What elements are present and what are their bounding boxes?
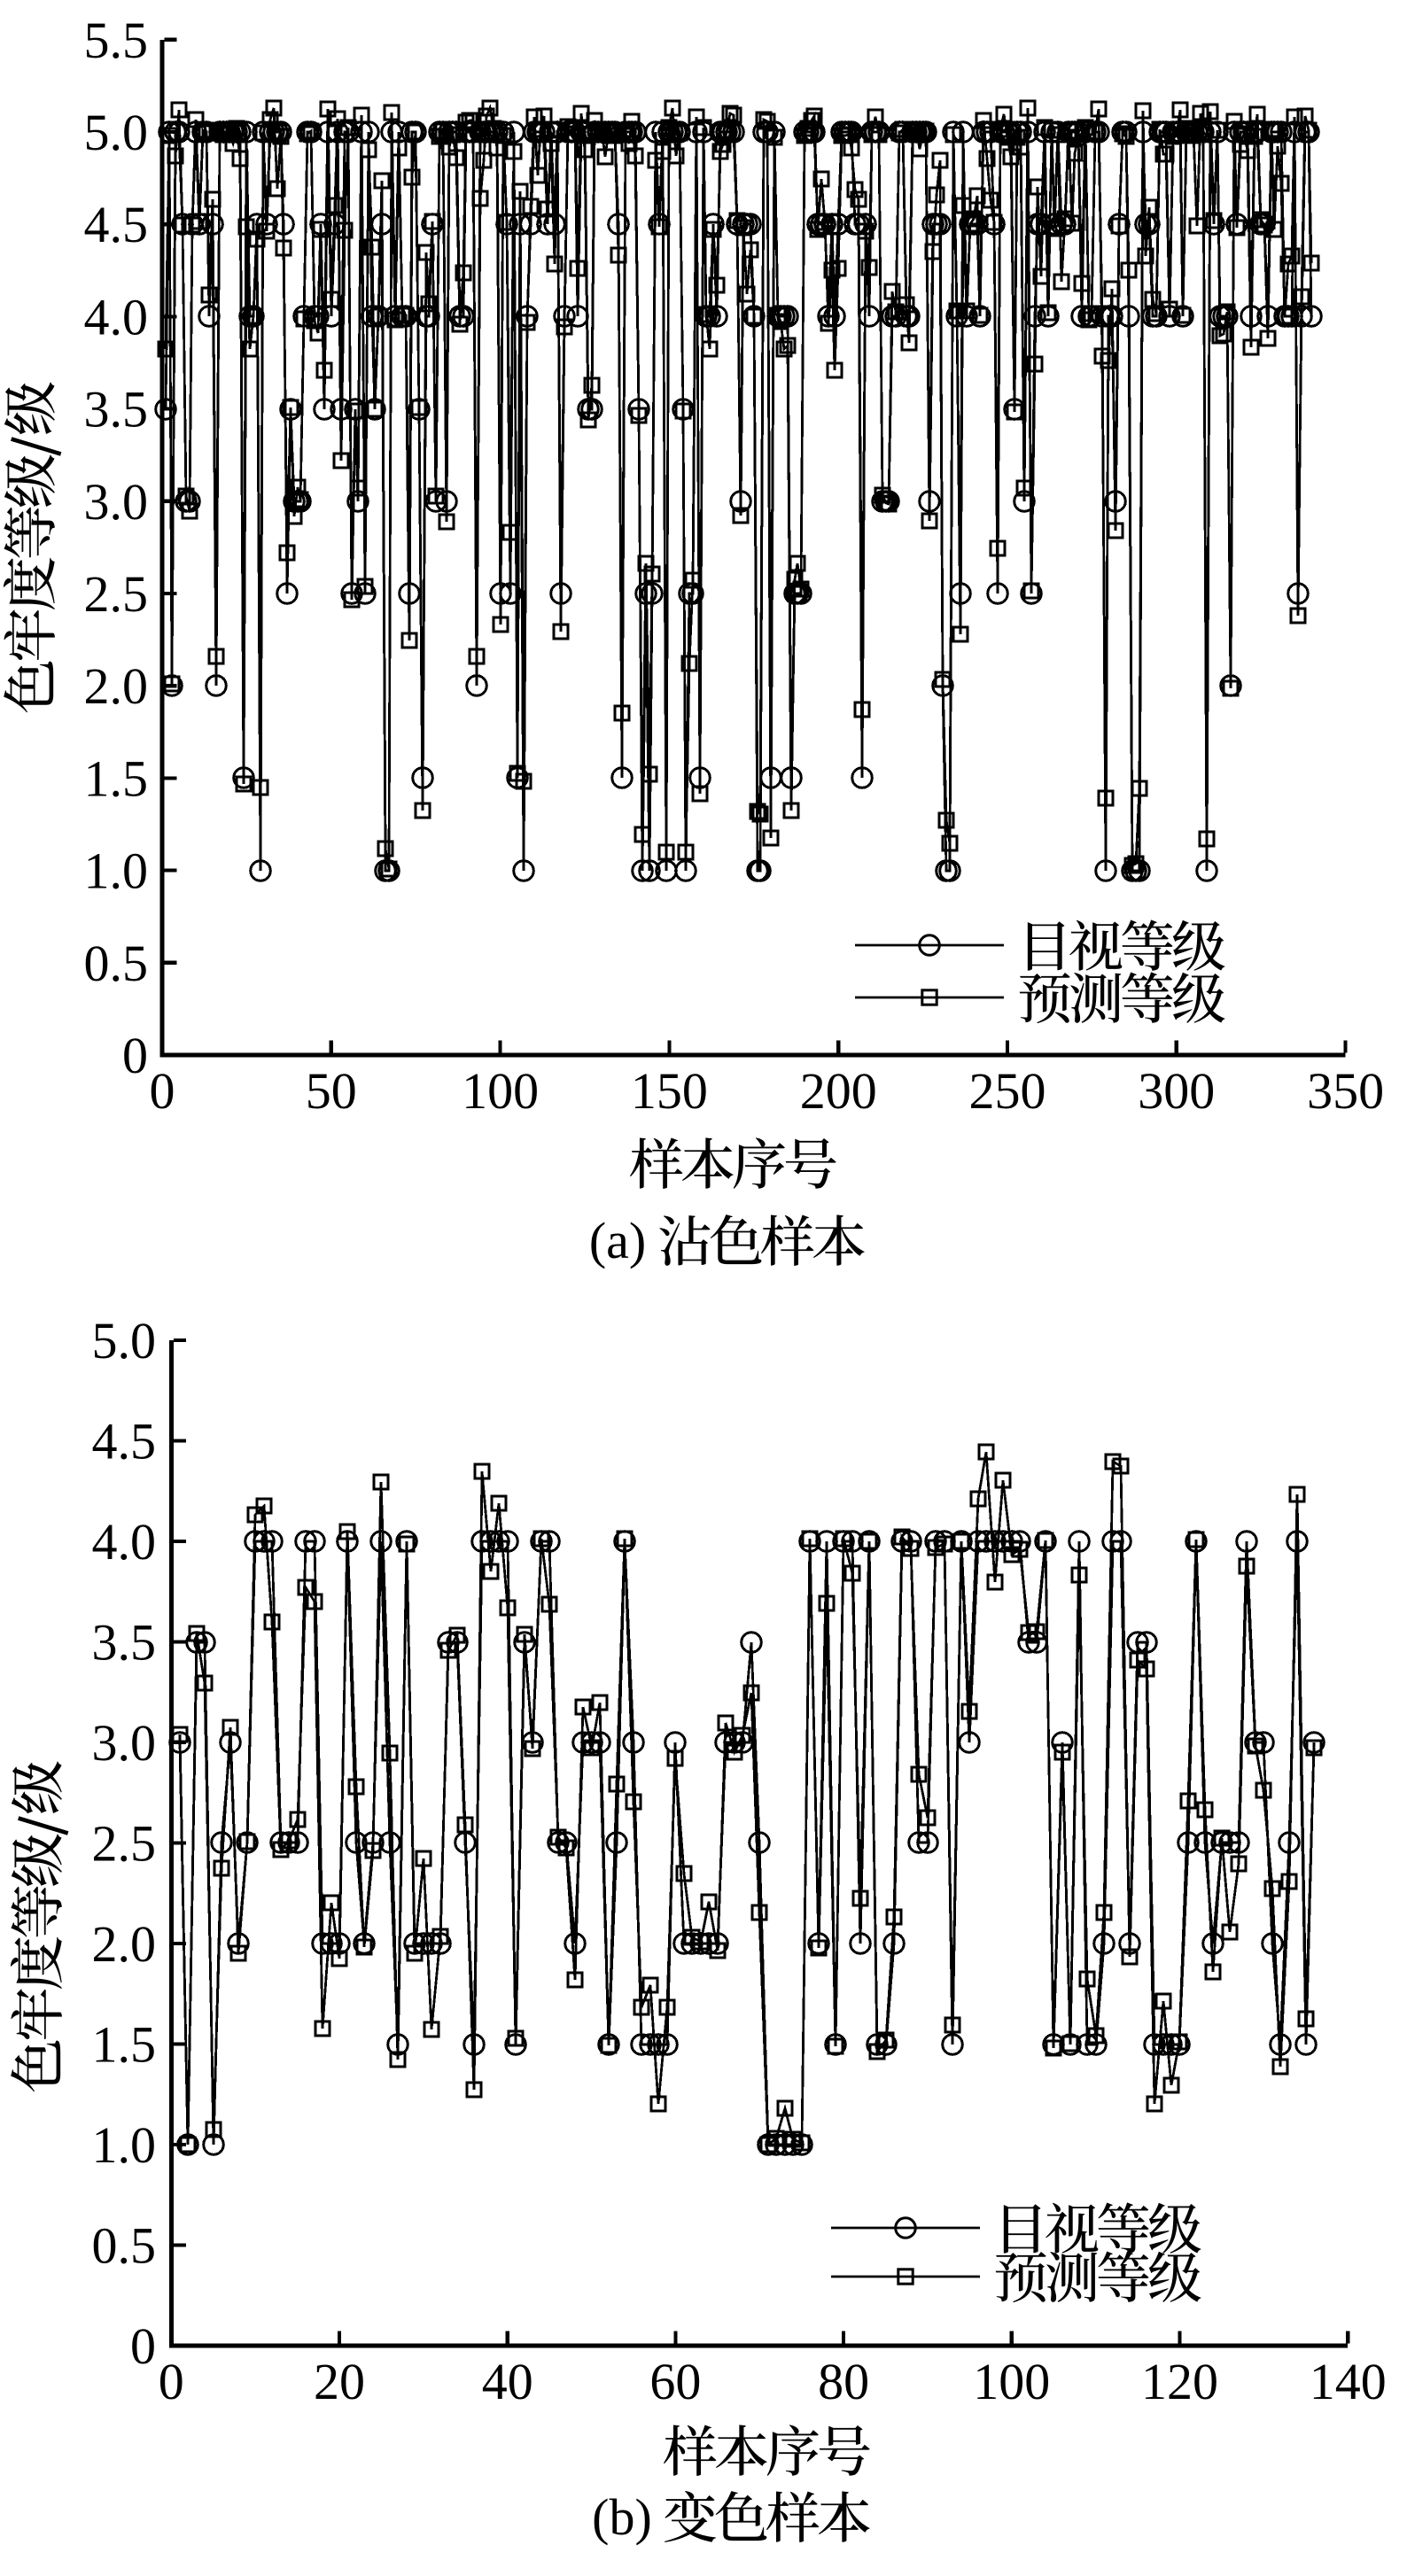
svg-text:120: 120 — [1141, 2353, 1218, 2410]
svg-text:0.5: 0.5 — [92, 2217, 157, 2275]
svg-text:5.0: 5.0 — [84, 104, 149, 161]
svg-text:2.0: 2.0 — [92, 1915, 157, 1973]
svg-text:80: 80 — [818, 2353, 869, 2410]
svg-text:100: 100 — [973, 2353, 1050, 2410]
svg-text:2.0: 2.0 — [84, 657, 149, 715]
svg-text:0: 0 — [159, 2353, 184, 2410]
svg-text:4.0: 4.0 — [84, 288, 149, 345]
svg-text:350: 350 — [1307, 1062, 1384, 1120]
svg-text:0: 0 — [122, 1027, 148, 1084]
svg-text:4.0: 4.0 — [92, 1513, 157, 1571]
svg-text:3.0: 3.0 — [92, 1714, 157, 1772]
svg-text:3.5: 3.5 — [84, 381, 149, 438]
svg-text:140: 140 — [1310, 2353, 1387, 2410]
svg-text:2.5: 2.5 — [92, 1815, 157, 1873]
svg-text:200: 200 — [800, 1062, 877, 1120]
svg-text:0: 0 — [130, 2317, 156, 2375]
svg-text:1.0: 1.0 — [92, 2116, 157, 2174]
svg-text:3.0: 3.0 — [84, 473, 149, 531]
svg-text:(a): (a) — [589, 1212, 646, 1269]
svg-text:300: 300 — [1138, 1062, 1215, 1120]
svg-text:5.5: 5.5 — [84, 12, 149, 69]
svg-text:20: 20 — [314, 2353, 365, 2410]
svg-text:100: 100 — [462, 1062, 539, 1120]
svg-text:150: 150 — [631, 1062, 708, 1120]
svg-text:4.5: 4.5 — [84, 196, 149, 253]
svg-text:2.5: 2.5 — [84, 565, 149, 623]
svg-text:50: 50 — [306, 1062, 357, 1120]
svg-text:3.5: 3.5 — [92, 1614, 157, 1672]
svg-text:1.0: 1.0 — [84, 842, 149, 900]
svg-text:0.5: 0.5 — [84, 935, 149, 992]
svg-text:250: 250 — [969, 1062, 1046, 1120]
svg-text:(b): (b) — [592, 2488, 652, 2546]
svg-text:0: 0 — [150, 1062, 175, 1120]
svg-text:5.0: 5.0 — [92, 1312, 157, 1369]
svg-text:60: 60 — [649, 2353, 701, 2410]
svg-text:40: 40 — [482, 2353, 533, 2410]
svg-text:1.5: 1.5 — [92, 2016, 157, 2074]
svg-text:1.5: 1.5 — [84, 749, 149, 807]
svg-text:4.5: 4.5 — [92, 1413, 157, 1470]
